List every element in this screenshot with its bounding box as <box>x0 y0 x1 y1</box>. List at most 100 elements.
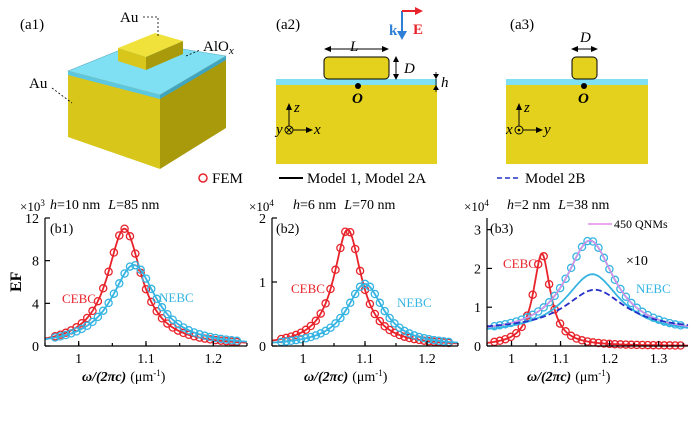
chart-b1-fem-point <box>189 328 199 337</box>
chart-b3-y-tick-label: 1 <box>474 301 481 316</box>
aluminum-oxide-leader <box>185 49 201 57</box>
chart-b3-fem-point <box>632 340 642 350</box>
chart-b1-fem-point <box>157 314 167 323</box>
chart-b2-fem-point <box>429 335 439 345</box>
gap-arrow-head-bottom <box>433 85 439 90</box>
nanorod-top-face <box>118 33 183 57</box>
chart-b3-fem-point <box>643 340 653 350</box>
spacer-cross-section-a3 <box>506 79 648 85</box>
axis-x-head <box>306 127 313 133</box>
origin-point <box>355 83 361 89</box>
width-arrow-head-right <box>591 46 598 52</box>
panel-a2-label: (a2) <box>276 17 300 33</box>
chart-b3-params: h=2 nm L=38 nm <box>507 198 609 213</box>
chart-b2-fem-point <box>311 331 321 340</box>
chart-b2-y-tick-label: 2 <box>259 212 266 227</box>
chart-b2-fem-point <box>370 309 380 319</box>
chart-b2-fem-point <box>331 265 340 275</box>
chart-b1-fem-point <box>168 315 177 324</box>
spacer-front-edge <box>68 71 160 99</box>
origin-point-a3 <box>581 83 587 89</box>
axis-y-label-a3: y <box>542 122 551 138</box>
chart-b1-annotation-cebc: CEBC <box>62 291 96 306</box>
chart-b2-fem-point <box>385 313 394 323</box>
chart-b3-x-tick-label: 1.3 <box>650 352 668 367</box>
chart-b1-fem-point <box>163 309 172 319</box>
width-label: D <box>579 30 591 46</box>
chart-b3-fem-point <box>627 340 636 350</box>
chart-b2-fem-point <box>350 289 360 299</box>
panel-a1: (a1) Au AlOx Au <box>20 10 234 169</box>
chart-b1-panel-label: (b1) <box>50 222 74 237</box>
chart-b1-fem-point <box>104 298 113 308</box>
spacer-cross-section <box>276 79 437 85</box>
nanorod-side-face <box>146 41 183 70</box>
chart-b1-xlabel: ω/(2πc) (μm-1) <box>82 368 166 385</box>
chart-b2-fem-point <box>311 316 321 326</box>
nanorod-front-face <box>118 48 146 70</box>
aluminum-oxide-label: AlOx <box>203 39 234 57</box>
chart-b2-fem-point <box>291 335 301 345</box>
chart-b3-fem-point <box>627 298 636 308</box>
thickness-arrow-head-bottom <box>393 74 399 80</box>
chart-b1-multiplier: ×103 <box>20 198 45 214</box>
chart-b2-fem-point <box>331 319 340 328</box>
chart-b3-fem-point <box>533 307 543 316</box>
chart-b1-params: h=10 nm L=85 nm <box>50 198 159 213</box>
au-top-label: Au <box>120 10 139 26</box>
chart-b3-fem-point <box>616 340 625 349</box>
chart-b1-fem-point <box>211 333 220 343</box>
chart-b1-fem-point <box>125 232 135 241</box>
chart-b1-fem-point <box>93 312 103 322</box>
chart-b1-fem-point <box>120 269 129 278</box>
chart-b3-fem-point <box>544 279 554 289</box>
chart-b1-fem-point <box>147 284 156 294</box>
chart-b3-x-tick-label: 1 <box>508 352 515 367</box>
chart-b1-fem-point <box>163 319 172 328</box>
chart-b2-xlabel: ω/(2πc) (μm-1) <box>304 368 388 385</box>
chart-b3-fem-point <box>638 340 647 350</box>
chart-b2-annotation-nebc: NEBC <box>397 295 432 310</box>
origin-label: O <box>352 91 363 107</box>
chart-b3-fem-point <box>572 334 581 343</box>
chart-b2-fem-point <box>341 227 350 236</box>
chart-b1-x-tick-label: 1 <box>75 352 82 367</box>
chart-b1-fem-point <box>98 306 108 315</box>
chart-b2-fem-point <box>286 336 296 346</box>
chart-b2-fem-point <box>390 319 399 328</box>
chart-b3-y-tick-label: 3 <box>474 224 481 239</box>
legend-model1-label: Model 1, Model 2A <box>307 171 426 187</box>
chart-b1-fem-point <box>131 260 140 270</box>
length-arrow-head-right <box>382 46 389 52</box>
chart-b3-fem-point <box>561 274 570 283</box>
legend: FEM Model 1, Model 2A Model 2B <box>198 171 585 187</box>
nanorod-cross-section <box>323 56 390 80</box>
chart-b3-fem-point <box>539 303 548 312</box>
chart-b2-fem-point <box>365 299 375 309</box>
chart-b1-fem-point <box>184 326 194 335</box>
chart-b3-fem-point <box>555 283 565 293</box>
chart-b1-fem-point <box>98 284 108 293</box>
chart-b1-fem-point <box>152 294 161 304</box>
chart-b3-fem-point <box>621 340 631 349</box>
chart-b3-fem-point <box>561 327 570 336</box>
chart-b1-fem-point <box>216 334 226 344</box>
e-field-arrow-head <box>415 7 423 15</box>
chart-b2-fem-point <box>336 313 345 323</box>
chart-b3-annotation-cebc: CEBC <box>503 256 537 271</box>
chart-b2-fem-point <box>316 309 325 318</box>
chart-b2-fem-point <box>326 284 335 294</box>
chart-b3-x-tick-label: 1.2 <box>601 352 619 367</box>
chart-b1-fem-point <box>115 279 124 288</box>
chart-b3-fem-point <box>610 275 620 285</box>
chart-b1-fem-point <box>200 331 210 341</box>
chart-b2-fem-point <box>345 227 355 237</box>
chart-b3-fem-point <box>649 340 658 350</box>
axis-z-head-a3 <box>516 103 522 110</box>
chart-b3-fem-point <box>605 339 614 349</box>
chart-b3-fem-point <box>533 260 543 269</box>
chart-b2-fem-point <box>375 298 385 308</box>
axis-y-cross <box>286 127 292 133</box>
chart-b2-fem-point <box>390 328 399 338</box>
